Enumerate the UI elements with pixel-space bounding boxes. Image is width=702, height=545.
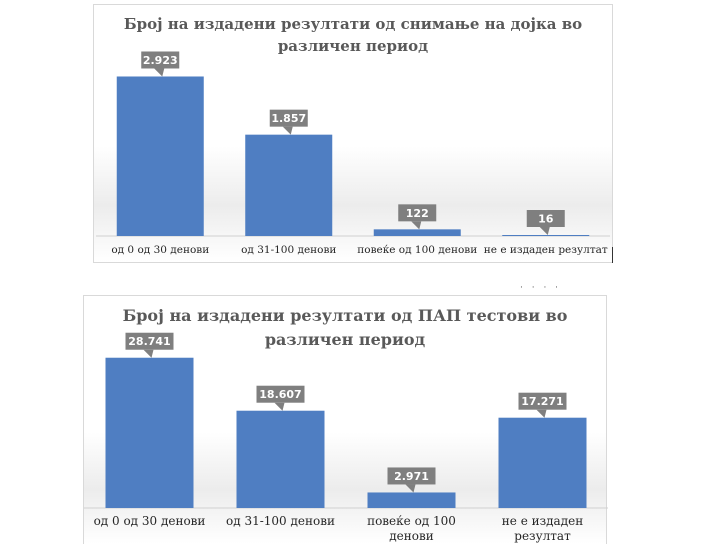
chart-2-category-label-1-line-0: од 31-100 денови bbox=[226, 514, 335, 528]
chart-2-callout-box-3 bbox=[518, 392, 567, 410]
chart-2-category-label-3-line-0: не е издаден bbox=[502, 514, 583, 528]
chart-2-data-label-text-2: 2.971 bbox=[394, 470, 429, 483]
chart-1-data-label-0: 2.923 bbox=[141, 51, 180, 77]
chart-1-category-label-1: од 31-100 денови bbox=[241, 244, 336, 256]
chart-2-data-label-2: 2.971 bbox=[387, 467, 436, 493]
chart-2-title: Број на издадени резултати од ПАП тестов… bbox=[84, 304, 606, 352]
chart-2-plot: 28.741 од 0 од 30 денови 18.607 од 31-100 д… bbox=[84, 332, 608, 543]
chart-1-category-label-2-line-0: повеќе од 100 денови bbox=[357, 244, 477, 256]
chart-1-callout-box-3 bbox=[526, 210, 565, 227]
chart-2-title-line-1: Број на издадени резултати од ПАП тестов… bbox=[122, 306, 568, 325]
decorative-dots: · · · · bbox=[520, 283, 562, 293]
chart-2-callout-pointer-3 bbox=[536, 409, 547, 418]
chart-1-plot: 2.923 од 0 од 30 денови 1.857 од 31-100 ден… bbox=[96, 51, 610, 256]
chart-1-title-line-2: различен период bbox=[277, 37, 429, 55]
chart-1-category-label-3: не е издаден резултат bbox=[484, 244, 608, 256]
chart-1-data-label-text-1: 1.857 bbox=[271, 112, 306, 125]
chart-1-category-label-3-line-0: не е издаден резултат bbox=[484, 244, 608, 256]
chart-1-data-label-text-2: 122 bbox=[406, 207, 429, 220]
chart-2-category-label-2-line-0: повеќе од 100 bbox=[367, 514, 456, 528]
chart-1-category-label-0-line-0: од 0 од 30 денови bbox=[111, 244, 209, 256]
chart-2-panel: Број на издадени резултати од ПАП тестов… bbox=[83, 295, 608, 544]
chart-2-title-line-2: различен период bbox=[264, 330, 426, 349]
chart-2-callout-box-0 bbox=[125, 332, 174, 350]
chart-1-bar-0 bbox=[116, 76, 204, 236]
chart-2-bar-1 bbox=[236, 410, 325, 508]
chart-1-bar-2 bbox=[373, 229, 461, 236]
chart-2-bar-0 bbox=[105, 357, 194, 508]
chart-1-category-label-2: повеќе од 100 денови bbox=[357, 244, 477, 256]
chart-1-bar-1 bbox=[245, 134, 333, 236]
chart-2-data-label-3: 17.271 bbox=[518, 392, 567, 418]
chart-1-callout-pointer-1 bbox=[282, 126, 293, 135]
chart-1-title-line-1: Број на издадени резултати од снимање на… bbox=[123, 15, 583, 33]
chart-1-callout-box-1 bbox=[269, 109, 308, 127]
chart-1-panel: Број на издадени резултати од снимање на… bbox=[93, 4, 613, 263]
chart-1-data-label-1: 1.857 bbox=[269, 109, 308, 135]
chart-2-data-label-text-0: 28.741 bbox=[128, 335, 170, 348]
chart-2-data-label-text-1: 18.607 bbox=[259, 388, 301, 401]
chart-1-data-label-3: 16 bbox=[526, 210, 565, 235]
chart-1-data-label-text-0: 2.923 bbox=[143, 54, 178, 67]
chart-1-data-label-2: 122 bbox=[398, 204, 437, 230]
chart-2-data-label-0: 28.741 bbox=[125, 332, 174, 358]
chart-2-category-label-3: не е издаден резултат bbox=[502, 514, 583, 543]
chart-2-callout-pointer-2 bbox=[405, 484, 416, 493]
chart-2-callout-box-1 bbox=[256, 385, 305, 403]
chart-2-category-label-2-line-1: денови bbox=[389, 529, 433, 543]
chart-2-callout-box-2 bbox=[387, 467, 436, 485]
chart-1-category-label-0: од 0 од 30 денови bbox=[111, 244, 209, 256]
chart-1-bar-3 bbox=[502, 235, 590, 236]
chart-2-data-label-1: 18.607 bbox=[256, 385, 305, 411]
chart-1-callout-box-0 bbox=[141, 51, 180, 69]
chart-1-title: Број на издадени резултати од снимање на… bbox=[94, 13, 612, 57]
chart-1-callout-pointer-0 bbox=[154, 68, 165, 77]
chart-2-bar-3 bbox=[498, 417, 587, 508]
chart-1-data-label-text-3: 16 bbox=[538, 212, 554, 225]
divider-tick bbox=[612, 247, 613, 263]
chart-1-callout-pointer-2 bbox=[411, 221, 422, 230]
chart-2-callout-pointer-1 bbox=[274, 402, 285, 411]
chart-2-category-label-2: повеќе од 100 денови bbox=[367, 514, 456, 543]
chart-2-bar-2 bbox=[367, 492, 456, 508]
chart-1-callout-box-2 bbox=[398, 204, 437, 222]
chart-1-callout-pointer-3 bbox=[539, 227, 550, 235]
chart-2-category-label-0-line-0: од 0 од 30 денови bbox=[94, 514, 206, 528]
chart-2-category-label-1: од 31-100 денови bbox=[226, 514, 335, 528]
chart-2-callout-pointer-0 bbox=[143, 349, 154, 358]
chart-1-category-label-1-line-0: од 31-100 денови bbox=[241, 244, 336, 256]
chart-2-data-label-text-3: 17.271 bbox=[521, 395, 563, 408]
chart-2-category-label-0: од 0 од 30 денови bbox=[94, 514, 206, 528]
chart-2-category-label-3-line-1: резултат bbox=[514, 529, 571, 543]
